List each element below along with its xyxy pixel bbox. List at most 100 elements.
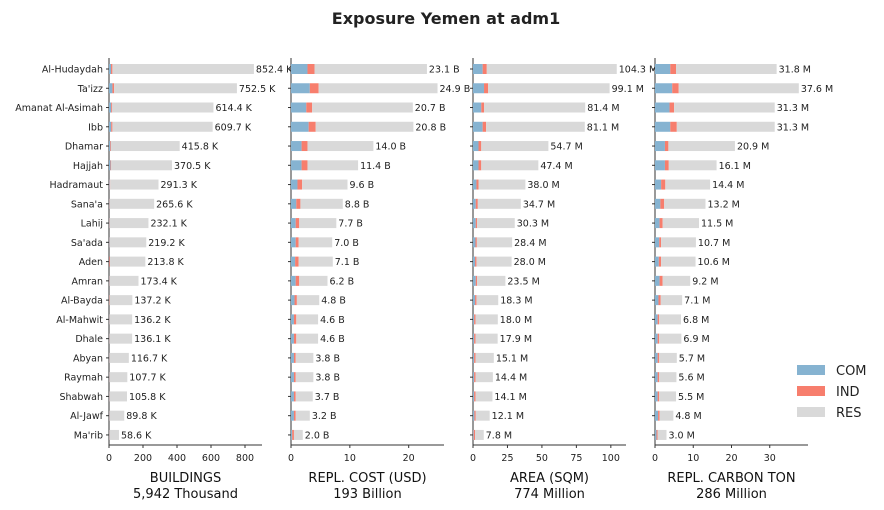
bar-ind-shabwah: [657, 391, 660, 402]
category-label: Hajjah: [73, 161, 103, 172]
bar-ind-shabwah: [474, 391, 476, 402]
bar-com-amanat-al-asimah: [291, 102, 307, 113]
bar-com-ta-izz: [473, 83, 485, 94]
data-label: 28.4 M: [514, 238, 546, 249]
data-label: 136.2 K: [134, 315, 171, 326]
bar-res-ma-rib: [109, 429, 119, 440]
bar-res-sana-a: [109, 198, 155, 209]
bar-res-raymah: [475, 372, 493, 383]
bar-ind-al-mahwit: [293, 314, 297, 325]
bar-ind-abyan: [474, 352, 476, 363]
data-label: 752.5 K: [239, 84, 276, 95]
data-label: 18.3 M: [500, 296, 532, 307]
data-label: 5.7 M: [679, 353, 705, 364]
bar-com-hajjah: [655, 160, 665, 171]
bar-com-hadramaut: [473, 179, 477, 190]
data-label: 219.2 K: [148, 238, 185, 249]
bar-res-amanat-al-asimah: [484, 102, 586, 113]
bar-res-al-jawf: [295, 410, 310, 421]
bar-ind-amanat-al-asimah: [669, 102, 675, 113]
bar-com-amanat-al-asimah: [655, 102, 670, 113]
bar-res-hadramaut: [302, 179, 348, 190]
bar-com-ta-izz: [109, 83, 113, 94]
bar-res-ta-izz: [678, 83, 799, 94]
data-label: 7.1 B: [335, 257, 360, 268]
bar-com-al-jawf: [291, 410, 294, 421]
data-label: 6.9 M: [683, 334, 709, 345]
data-label: 3.7 B: [315, 392, 340, 403]
bar-ind-al-jawf: [293, 410, 296, 421]
bar-ind-amran: [659, 275, 663, 286]
bar-com-amran: [473, 275, 476, 286]
bar-ind-sana-a: [660, 198, 665, 209]
category-label: Lahij: [81, 219, 103, 230]
bar-ind-lahij: [475, 218, 478, 229]
data-label: 8.8 B: [345, 199, 370, 210]
bar-com-amran: [291, 275, 296, 286]
bar-ind-aden: [109, 256, 111, 267]
bar-com-hajjah: [291, 160, 302, 171]
x-tick-label: 10: [344, 453, 356, 464]
data-label: 47.4 M: [540, 161, 572, 172]
bar-res-dhamar: [668, 141, 735, 152]
bar-com-ta-izz: [655, 83, 673, 94]
bar-res-shabwah: [295, 391, 313, 402]
data-label: 415.8 K: [182, 142, 219, 153]
bar-com-hajjah: [473, 160, 479, 171]
bar-com-al-mahwit: [473, 314, 475, 325]
bar-res-dhale: [475, 333, 498, 344]
bar-res-aden: [476, 256, 512, 267]
bar-res-ma-rib: [475, 429, 484, 440]
bar-ind-hajjah: [301, 160, 308, 171]
bar-ind-amanat-al-asimah: [481, 102, 485, 113]
bar-res-shabwah: [475, 391, 493, 402]
data-label: 58.6 K: [121, 430, 152, 441]
bar-res-shabwah: [659, 391, 677, 402]
bar-com-ibb: [291, 121, 309, 132]
bar-ind-al-hudaydah: [670, 64, 677, 74]
bar-ind-al-jawf: [474, 410, 476, 421]
bar-com-ibb: [109, 121, 112, 132]
x-tick-label: 600: [202, 453, 220, 464]
bar-res-ibb: [315, 121, 414, 132]
bar-res-al-bayda: [660, 295, 683, 306]
bar-ind-aden: [658, 256, 662, 267]
bar-res-dhamar: [481, 141, 549, 152]
data-label: 10.6 M: [698, 257, 730, 268]
bar-ind-dhamar: [110, 141, 112, 152]
bar-res-amran: [109, 275, 139, 286]
data-label: 30.3 M: [517, 219, 549, 230]
bar-com-aden: [291, 256, 296, 267]
bar-com-ibb: [473, 121, 483, 132]
bar-res-amran: [477, 275, 506, 286]
bar-ind-hadramaut: [297, 179, 303, 190]
bar-com-dhale: [473, 333, 475, 344]
data-label: 3.8 B: [315, 353, 340, 364]
data-label: 81.1 M: [587, 122, 619, 133]
bar-res-aden: [298, 256, 333, 267]
bar-com-dhale: [655, 333, 658, 344]
bar-res-ma-rib: [657, 429, 667, 440]
category-label: Al-Mahwit: [56, 315, 103, 326]
x-tick-label: 75: [570, 453, 582, 464]
data-label: 14.1 M: [494, 392, 526, 403]
data-label: 23.5 M: [507, 276, 539, 287]
bar-ind-sana-a: [475, 198, 478, 209]
bar-res-ta-izz: [488, 83, 610, 94]
bar-res-al-hudaydah: [314, 64, 427, 74]
panel-repl-carbon-ton: 31.8 M 37.6 M 31.3 M 31.3 M 20.9 M 16.1 M 14.4…: [652, 58, 833, 502]
bar-ind-raymah: [293, 372, 296, 383]
x-tick-label: 200: [134, 453, 152, 464]
bar-ind-al-mahwit: [474, 314, 476, 325]
data-label: 12.1 M: [492, 411, 524, 422]
bar-ind-sa-ada: [659, 237, 662, 248]
bar-ind-ma-rib: [292, 429, 294, 440]
bar-res-lahij: [109, 218, 149, 229]
legend-swatch-res: [797, 407, 825, 417]
category-label: Hadramaut: [49, 180, 103, 191]
bar-res-ma-rib: [293, 429, 303, 440]
bar-com-al-jawf: [655, 410, 659, 421]
data-label: 17.9 M: [500, 334, 532, 345]
bar-ind-sa-ada: [295, 237, 299, 248]
bar-res-al-bayda: [476, 295, 499, 306]
